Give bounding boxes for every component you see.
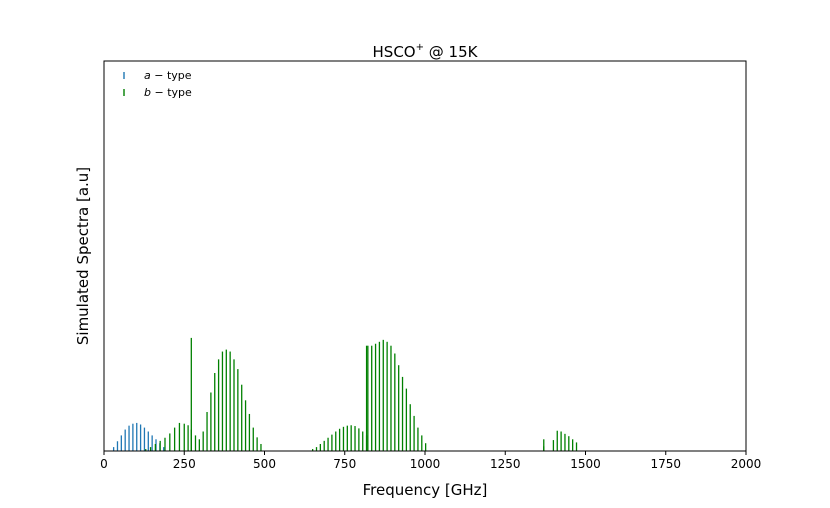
x-axis: 0 250 500 750 1000 1250 1500 1750 2000 (100, 451, 761, 471)
plot-frame (103, 60, 747, 452)
x-tick-label-1: 250 (173, 457, 196, 471)
x-tick-label-6: 1500 (570, 457, 601, 471)
x-tick-label-5: 1250 (490, 457, 521, 471)
legend-label-b-type: b − type (144, 86, 192, 99)
x-tick-label-7: 1750 (650, 457, 681, 471)
chart-title: HSCO+ @ 15K (373, 42, 479, 61)
y-axis-label: Simulated Spectra [a.u] (74, 167, 92, 345)
x-axis-label: Frequency [GHz] (363, 481, 488, 499)
x-tick-label-3: 750 (333, 457, 356, 471)
legend-label-a-type: a − type (144, 69, 192, 82)
legend: a − type b − type (123, 69, 192, 99)
x-tick-label-4: 1000 (410, 457, 441, 471)
x-tick-label-2: 500 (253, 457, 276, 471)
bars-layer (112, 337, 578, 451)
x-tick-label-0: 0 (100, 457, 108, 471)
x-tick-label-8: 2000 (731, 457, 762, 471)
